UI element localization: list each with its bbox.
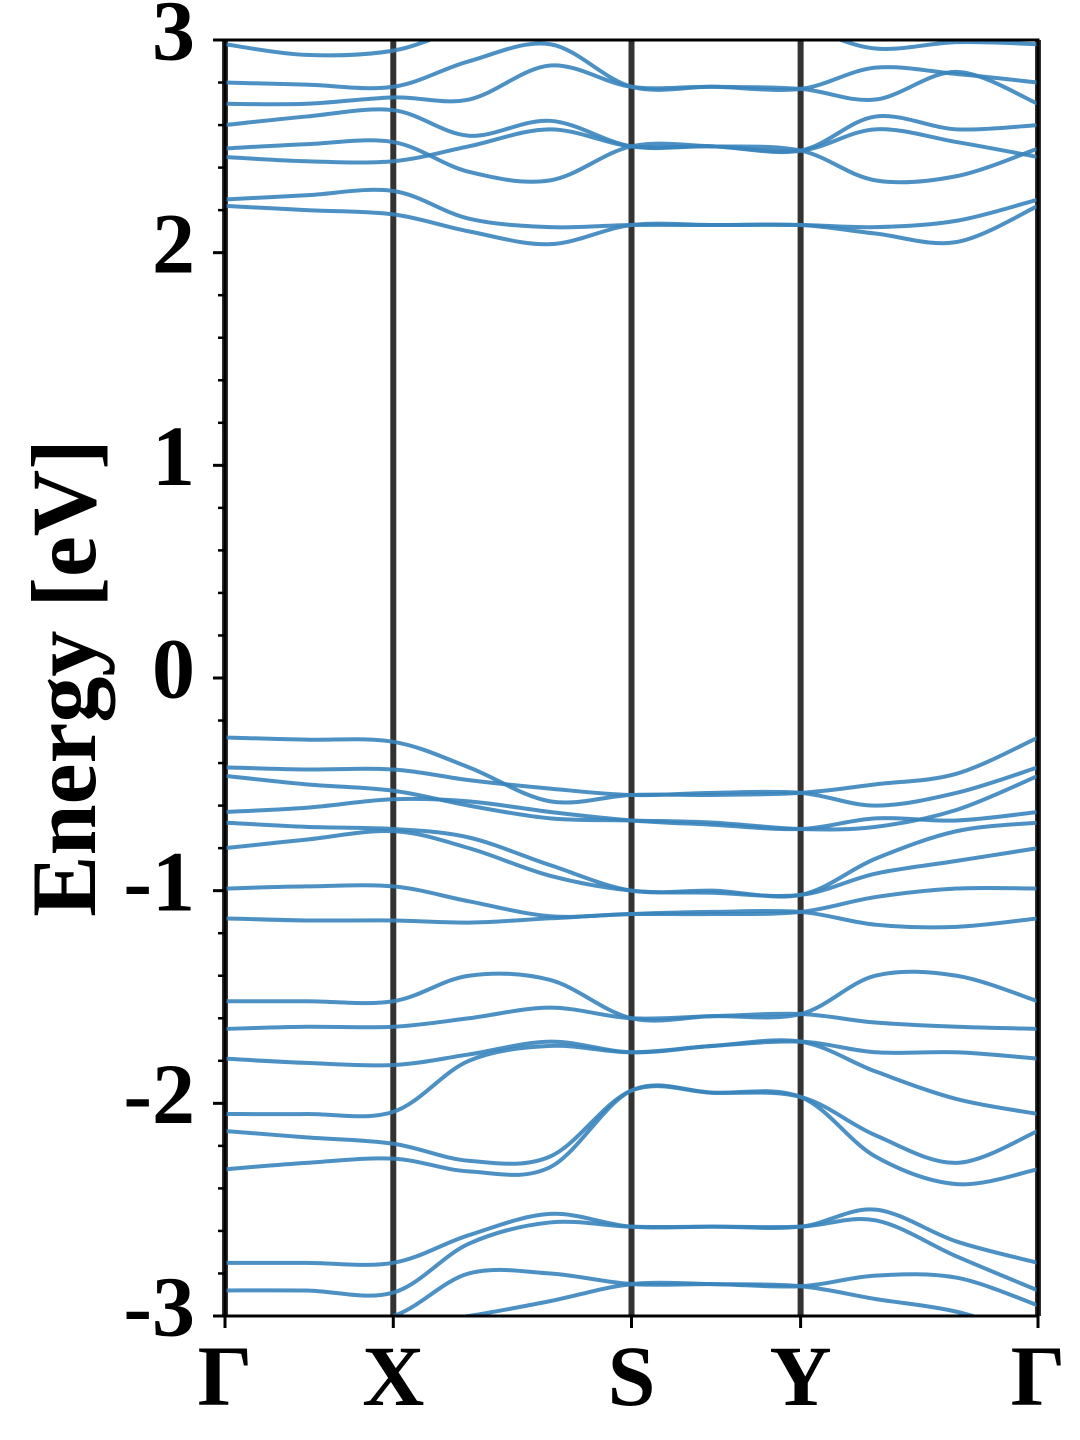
y-tick-label: 0	[152, 621, 195, 717]
band-line	[225, 1038, 1038, 1119]
x-tick-label: S	[608, 1328, 656, 1424]
y-axis-label: Energy [eV]	[13, 439, 115, 917]
x-tick-label: Γ	[198, 1328, 253, 1424]
band-line	[453, 1280, 980, 1316]
band-line	[225, 908, 1038, 930]
x-tick-label: Γ	[1011, 1328, 1066, 1424]
band-line	[225, 63, 1038, 107]
band-line	[225, 1005, 1038, 1031]
y-tick-label: 2	[152, 195, 195, 291]
bands	[225, 40, 1038, 1316]
band-line	[225, 796, 1038, 832]
band-line	[225, 828, 1038, 899]
y-tick-label: -1	[123, 833, 195, 929]
y-tick-label: 3	[152, 0, 195, 79]
band-line	[225, 1083, 1038, 1187]
band-line	[225, 765, 1038, 808]
band-line	[225, 127, 1038, 165]
band-line	[225, 40, 1038, 58]
band-line	[225, 203, 1038, 247]
x-tick-label: Y	[770, 1328, 832, 1424]
band-line	[225, 1216, 1038, 1298]
y-tick-label: -2	[123, 1046, 195, 1142]
y-tick-label: -3	[123, 1259, 195, 1355]
y-tick-label: 1	[152, 408, 195, 504]
x-tick-label: X	[362, 1328, 424, 1424]
